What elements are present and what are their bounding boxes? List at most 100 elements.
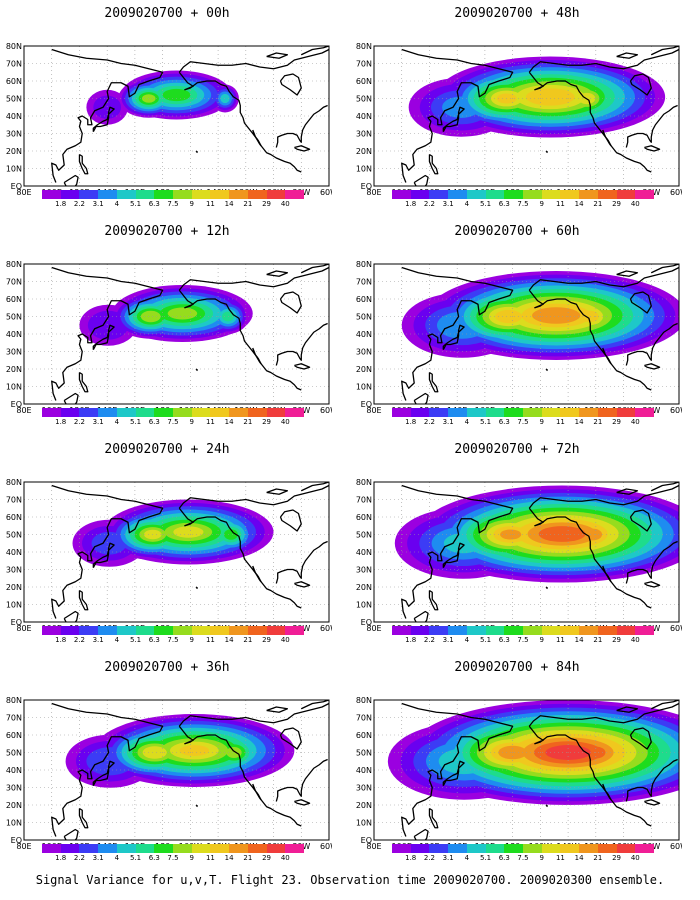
colorbar-label: 7.5 [517, 636, 529, 644]
coastline [92, 106, 115, 133]
colorbar-swatch [42, 626, 61, 635]
coastline [625, 758, 678, 802]
coastline [528, 507, 652, 609]
coastline [629, 727, 652, 750]
y-tick-label: 10N [6, 819, 22, 828]
coastline [92, 542, 115, 569]
colorbar-label: 9 [539, 854, 544, 862]
colorbar-swatch [173, 844, 192, 853]
coastline [602, 347, 612, 365]
x-tick-label: 60W [320, 842, 332, 851]
coastline [428, 153, 439, 175]
variance-contour [581, 310, 599, 323]
colorbar-label: 40 [280, 636, 290, 644]
coastline [178, 289, 302, 391]
colorbar-label: 29 [612, 200, 622, 208]
y-tick-label: 40N [6, 766, 22, 775]
colorbar-swatch [79, 408, 99, 417]
coastline [643, 145, 661, 152]
colorbar-swatch [597, 190, 617, 199]
coastline [195, 368, 198, 372]
coastline [442, 542, 465, 569]
y-tick-label: 50N [6, 749, 22, 758]
y-tick-label: EQ [361, 182, 372, 191]
colorbar-swatch [485, 844, 505, 853]
variance-contour [538, 526, 586, 542]
forecast-panel: 2009020700 + 60h 80E100E120E140E160E18016… [352, 224, 682, 434]
coastline [279, 727, 302, 750]
colorbar-label: 5.1 [129, 418, 142, 426]
coastline [279, 73, 302, 96]
coastline [178, 725, 302, 827]
coastline [442, 760, 465, 787]
colorbar-label: 29 [262, 200, 272, 208]
colorbar-swatch [60, 626, 80, 635]
coastline [178, 71, 302, 173]
coastline [63, 610, 79, 622]
colorbar-label: 7.5 [167, 200, 179, 208]
variance-contour [525, 88, 575, 106]
variance-contour [93, 95, 122, 119]
colorbar-label: 4 [464, 418, 470, 426]
y-tick-label: 30N [6, 130, 22, 139]
colorbar: 1.8 2.2 3.1 4 5.1 6.3 7.5 9 11 14 21 29 40 [392, 844, 655, 866]
colorbar-swatch [247, 844, 267, 853]
coastline [51, 48, 164, 183]
variance-map: 80E100E120E140E160E180160W140W120W100W80… [356, 478, 682, 633]
coastline [413, 610, 429, 622]
colorbar-swatch [285, 408, 305, 417]
y-tick-label: 70N [356, 714, 372, 723]
colorbar-label: 4 [464, 854, 470, 862]
coastline [78, 589, 89, 611]
coastline [63, 828, 79, 840]
colorbar-swatch [541, 626, 561, 635]
coastline [643, 581, 661, 588]
coastline [92, 324, 115, 351]
colorbar-label: 2.2 [423, 854, 435, 862]
colorbar-swatch [579, 626, 598, 635]
colorbar-label: 29 [262, 418, 272, 426]
variance-contour [179, 745, 210, 756]
y-tick-label: EQ [361, 400, 372, 409]
coastline [413, 828, 429, 840]
colorbar-label: 40 [280, 418, 290, 426]
y-tick-label: 60N [356, 295, 372, 304]
colorbar-swatch [229, 626, 248, 635]
colorbar-label: 5.1 [129, 854, 142, 862]
y-tick-label: 20N [6, 801, 22, 810]
colorbar-label: 1.8 [55, 636, 67, 644]
colorbar-label: 6.3 [148, 636, 160, 644]
colorbar-label: 6.3 [498, 854, 510, 862]
colorbar-label: 7.5 [517, 200, 529, 208]
coastline [428, 807, 439, 829]
colorbar-swatch [79, 844, 99, 853]
colorbar-label: 14 [574, 418, 584, 426]
x-tick-label: 80E [366, 188, 381, 197]
colorbar-swatch [466, 190, 486, 199]
coastline [528, 71, 652, 173]
colorbar-label: 14 [574, 636, 584, 644]
coastline [625, 322, 678, 366]
y-tick-label: 50N [6, 95, 22, 104]
coastline [629, 73, 652, 96]
y-tick-label: 70N [6, 496, 22, 505]
coastline [545, 150, 548, 154]
coastline [51, 266, 164, 401]
coastline [401, 48, 514, 183]
colorbar-swatch [523, 408, 542, 417]
x-tick-label: 80E [16, 624, 31, 633]
colorbar-swatch [116, 844, 136, 853]
y-tick-label: EQ [11, 400, 22, 409]
colorbar-swatch [448, 190, 467, 199]
colorbar-label: 14 [224, 418, 234, 426]
coastline [252, 347, 262, 365]
colorbar-swatch [504, 844, 524, 853]
y-tick-label: 80N [356, 696, 372, 705]
colorbar-swatch [210, 626, 230, 635]
panel-title: 2009020700 + 24h [104, 442, 230, 457]
colorbar-label: 2.2 [73, 636, 85, 644]
colorbar-swatch [173, 408, 192, 417]
coastline [616, 52, 639, 59]
colorbar-swatch [541, 408, 561, 417]
map-frame [373, 263, 680, 405]
